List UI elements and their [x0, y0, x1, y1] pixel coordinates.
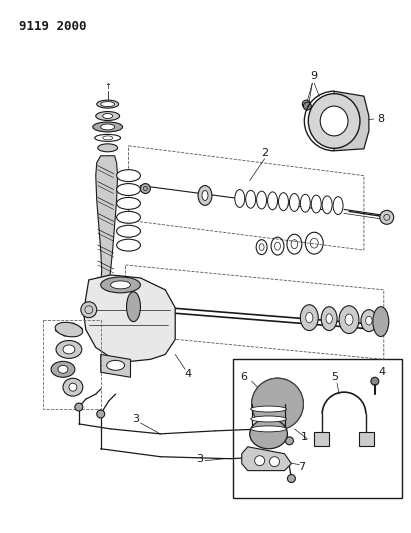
- Text: 9119 2000: 9119 2000: [19, 20, 87, 33]
- Circle shape: [255, 456, 265, 466]
- Ellipse shape: [300, 305, 318, 330]
- Circle shape: [286, 437, 293, 445]
- Polygon shape: [242, 447, 291, 471]
- Ellipse shape: [321, 306, 337, 330]
- Text: 3: 3: [196, 454, 203, 464]
- Ellipse shape: [250, 419, 287, 449]
- Circle shape: [270, 457, 279, 466]
- Ellipse shape: [251, 426, 286, 432]
- Circle shape: [287, 474, 296, 482]
- Ellipse shape: [306, 312, 313, 323]
- Ellipse shape: [117, 197, 141, 209]
- Text: 2: 2: [261, 148, 268, 158]
- Ellipse shape: [252, 378, 303, 430]
- Ellipse shape: [96, 111, 120, 120]
- Text: 8: 8: [377, 114, 384, 124]
- Ellipse shape: [97, 100, 119, 108]
- Ellipse shape: [371, 377, 379, 385]
- Ellipse shape: [111, 281, 131, 289]
- Ellipse shape: [268, 192, 277, 210]
- Ellipse shape: [300, 195, 310, 212]
- Ellipse shape: [58, 365, 68, 373]
- Circle shape: [380, 211, 394, 224]
- Text: 4: 4: [378, 367, 386, 377]
- Ellipse shape: [51, 361, 75, 377]
- Ellipse shape: [256, 191, 267, 209]
- Ellipse shape: [320, 106, 348, 136]
- Ellipse shape: [101, 277, 141, 293]
- Ellipse shape: [373, 306, 389, 336]
- Text: 6: 6: [240, 372, 247, 382]
- Text: ↑: ↑: [104, 82, 111, 91]
- Ellipse shape: [322, 196, 332, 214]
- Ellipse shape: [251, 406, 286, 412]
- Ellipse shape: [326, 314, 332, 324]
- Ellipse shape: [103, 114, 113, 118]
- Ellipse shape: [361, 310, 377, 332]
- Circle shape: [75, 403, 83, 411]
- Text: 1: 1: [301, 432, 308, 442]
- Polygon shape: [101, 354, 131, 377]
- Ellipse shape: [366, 316, 372, 325]
- Polygon shape: [95, 156, 118, 340]
- Ellipse shape: [289, 193, 299, 212]
- Ellipse shape: [93, 122, 122, 132]
- Bar: [233, 359, 402, 498]
- Ellipse shape: [55, 322, 83, 337]
- Text: 7: 7: [298, 462, 305, 472]
- Ellipse shape: [252, 378, 303, 430]
- Ellipse shape: [56, 341, 82, 358]
- Ellipse shape: [117, 169, 141, 182]
- Ellipse shape: [117, 212, 141, 223]
- Polygon shape: [84, 275, 175, 361]
- Ellipse shape: [69, 383, 77, 391]
- Ellipse shape: [198, 185, 212, 205]
- Polygon shape: [334, 91, 369, 151]
- Ellipse shape: [98, 144, 118, 152]
- Circle shape: [303, 102, 311, 110]
- Ellipse shape: [345, 314, 353, 325]
- Text: 3: 3: [132, 414, 139, 424]
- Polygon shape: [359, 432, 374, 446]
- Ellipse shape: [308, 94, 360, 148]
- Polygon shape: [314, 432, 329, 446]
- Ellipse shape: [63, 378, 83, 396]
- Ellipse shape: [246, 190, 256, 208]
- Circle shape: [302, 100, 310, 108]
- Circle shape: [141, 183, 150, 193]
- Ellipse shape: [127, 292, 141, 321]
- Ellipse shape: [251, 416, 286, 422]
- Circle shape: [81, 302, 97, 318]
- Ellipse shape: [107, 360, 125, 370]
- Text: 4: 4: [185, 369, 192, 379]
- Ellipse shape: [311, 195, 321, 213]
- Text: 5: 5: [332, 372, 339, 382]
- Ellipse shape: [63, 345, 75, 354]
- Ellipse shape: [339, 306, 359, 334]
- Ellipse shape: [202, 190, 208, 200]
- Ellipse shape: [101, 124, 115, 130]
- Ellipse shape: [117, 183, 141, 196]
- Ellipse shape: [235, 190, 245, 207]
- Ellipse shape: [117, 239, 141, 251]
- Ellipse shape: [101, 102, 115, 107]
- Text: 9: 9: [311, 71, 318, 82]
- Circle shape: [97, 410, 105, 418]
- Ellipse shape: [333, 197, 343, 215]
- Ellipse shape: [117, 225, 141, 237]
- Ellipse shape: [279, 193, 289, 211]
